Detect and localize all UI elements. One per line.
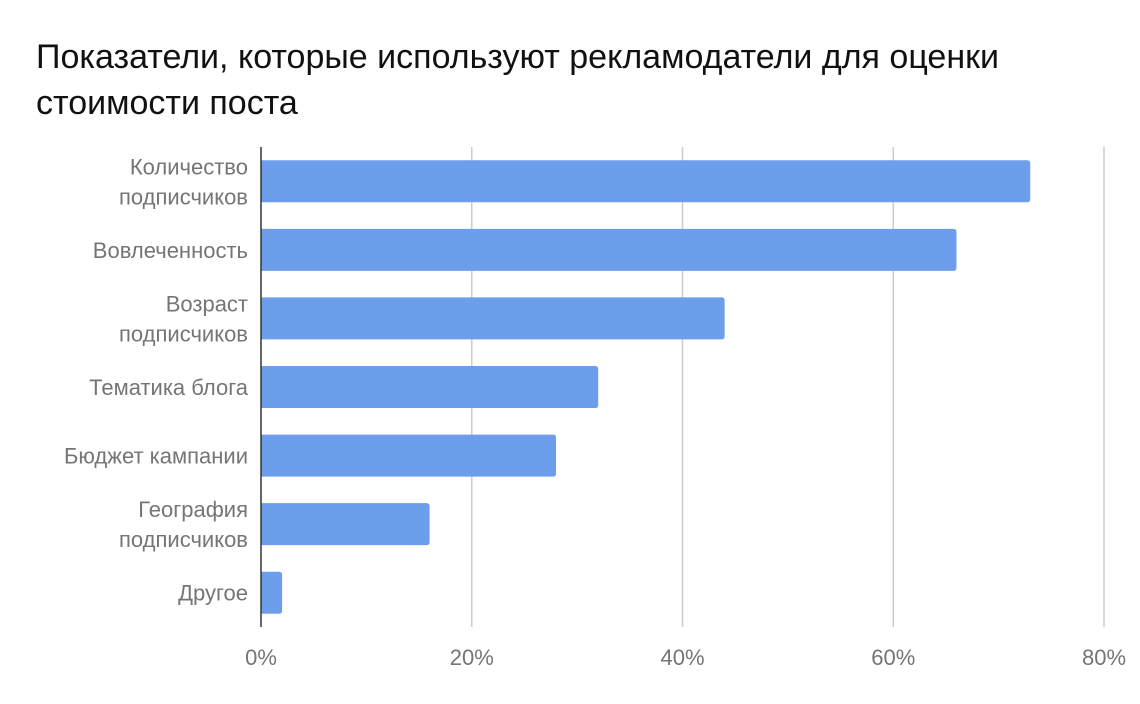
bar-layer xyxy=(261,160,1031,614)
x-tick-label: 20% xyxy=(450,645,494,670)
x-tick-label: 0% xyxy=(245,645,277,670)
bar xyxy=(261,503,430,546)
x-tick-label: 60% xyxy=(871,645,915,670)
category-label: Возраст подписчиков xyxy=(119,291,248,346)
bar xyxy=(261,297,725,340)
category-label: Другое xyxy=(178,581,248,606)
x-tick-label: 80% xyxy=(1082,645,1126,670)
category-label: Вовлеченность xyxy=(93,238,248,263)
chart-title: Показатели, которые используют рекламода… xyxy=(36,38,999,122)
category-label: Бюджет кампании xyxy=(64,444,248,469)
bar xyxy=(261,434,557,477)
category-label: Тематика блога xyxy=(89,375,249,400)
bar xyxy=(261,571,283,614)
tick-label-layer: 0% 20% 40% 60% 80% xyxy=(245,645,1126,670)
bar xyxy=(261,160,1031,203)
bar xyxy=(261,366,599,408)
category-label: Количество подписчиков xyxy=(119,154,248,209)
bar xyxy=(261,228,957,271)
category-label: География подписчиков xyxy=(119,497,248,552)
x-tick-label: 40% xyxy=(660,645,704,670)
category-label-layer: Количество подписчиков Вовлеченность Возрас… xyxy=(64,154,249,605)
